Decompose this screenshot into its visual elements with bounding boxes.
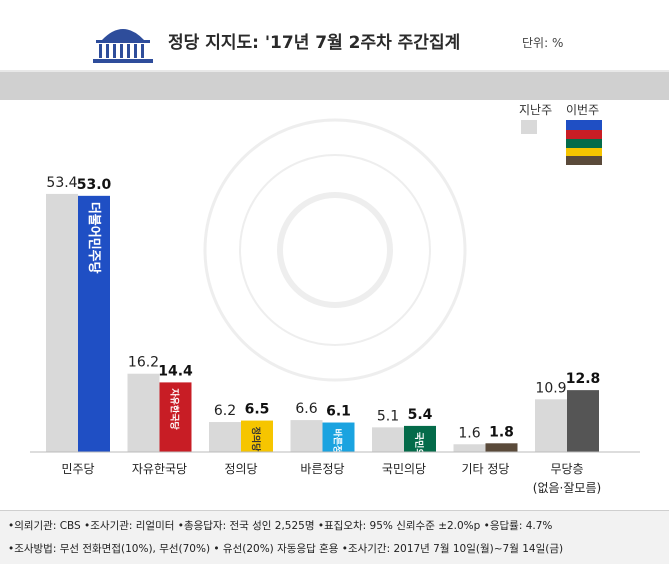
bar-previous-minju [46, 193, 78, 452]
legend-current-swatch-3 [566, 139, 602, 148]
legend: 지난주 이번주 [519, 103, 602, 165]
header-band [0, 72, 669, 100]
bar-logo-people: 국민의당 [413, 432, 425, 466]
value-label-previous-bareun: 6.6 [295, 401, 317, 417]
value-label-current-other: 1.8 [489, 424, 514, 440]
footnotes: •의뢰기관: CBS •조사기관: 리얼미터 •총응답자: 전국 성인 2,52… [0, 510, 669, 564]
value-label-previous-other: 1.6 [458, 425, 480, 441]
bar-previous-people [372, 427, 404, 452]
footnote-line-2: •조사방법: 무선 전화면접(10%), 무선(70%) • 유선(20%) 자… [8, 543, 564, 555]
value-label-previous-minju: 53.4 [46, 175, 77, 191]
value-label-current-people: 5.4 [408, 407, 433, 423]
chart-title: 정당 지지도: '17년 7월 2주차 주간집계 [168, 33, 461, 53]
bar-chart: 지난주 이번주 더불어민주당 53.4 53.0 민주당 자유한국당 16.214.4 자유… [30, 103, 640, 495]
unit-label: 단위: % [522, 36, 564, 50]
footnote-line-1: •의뢰기관: CBS •조사기관: 리얼미터 •총응답자: 전국 성인 2,52… [8, 520, 553, 532]
category-label-none: 무당층 [550, 462, 583, 476]
bar-current-people [404, 425, 436, 452]
bar-previous-bareun [290, 420, 323, 452]
category-label-bareun: 바른정당 [300, 462, 344, 476]
bar-logo-minju: 더불어민주당 [86, 202, 102, 274]
value-label-previous-liberty: 16.2 [128, 355, 159, 371]
watermark-seal [203, 118, 467, 382]
legend-current-swatch-4 [566, 148, 602, 156]
legend-previous-label: 지난주 [519, 103, 552, 117]
value-label-previous-justice: 6.2 [214, 403, 236, 419]
legend-current-label: 이번주 [566, 103, 599, 117]
value-label-current-none: 12.8 [566, 371, 601, 387]
bar-current-other [485, 443, 518, 452]
category-sublabel-none: (없음·잘모름) [533, 481, 601, 495]
category-label-justice: 정의당 [224, 462, 257, 476]
bar-previous-other [453, 444, 486, 452]
header: 정당 지지도: '17년 7월 2주차 주간집계 단위: % [0, 0, 669, 70]
value-label-current-bareun: 6.1 [326, 404, 351, 420]
value-label-current-minju: 53.0 [77, 177, 112, 193]
category-label-other: 기타 정당 [462, 462, 510, 476]
category-label-people: 국민의당 [382, 462, 426, 476]
bar-previous-liberty [127, 373, 160, 452]
bar-logo-liberty: 자유한국당 [169, 388, 181, 430]
header-divider [0, 70, 669, 73]
legend-current-swatch-1 [566, 120, 602, 130]
bar-logo-justice: 정의당 [250, 427, 262, 453]
value-label-previous-people: 5.1 [377, 408, 399, 424]
bar-current-justice [241, 420, 273, 452]
bar-current-liberty [159, 382, 192, 452]
bar-logo-bareun: 바른정당 [332, 429, 344, 463]
category-label-minju: 민주당 [61, 462, 94, 476]
legend-previous-swatch [521, 120, 537, 134]
bar-current-none [567, 390, 599, 452]
bar-previous-justice [209, 422, 241, 452]
bar-current-minju [78, 195, 110, 452]
value-label-previous-none: 10.9 [535, 380, 566, 396]
value-label-current-justice: 6.5 [245, 402, 270, 418]
legend-current-swatch-5 [566, 156, 602, 165]
legend-current-swatch-2 [566, 130, 602, 139]
national-assembly-icon [93, 29, 153, 63]
bar-previous-none [535, 399, 567, 452]
value-label-current-liberty: 14.4 [158, 363, 193, 379]
category-label-liberty: 자유한국당 [132, 462, 187, 476]
bar-current-bareun [322, 422, 355, 452]
